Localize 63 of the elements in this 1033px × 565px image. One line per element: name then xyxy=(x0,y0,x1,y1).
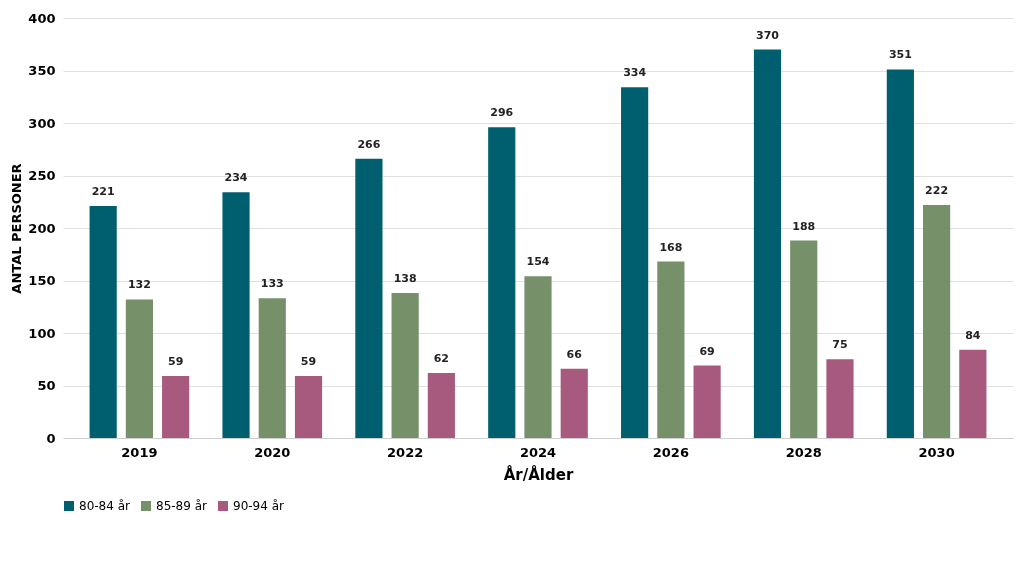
y-tick-label: 350 xyxy=(28,63,56,78)
data-label: 234 xyxy=(224,171,248,185)
x-tick-label: 2024 xyxy=(519,444,557,460)
bar xyxy=(89,205,117,438)
y-tick-label: 50 xyxy=(37,378,56,393)
y-tick-label: 300 xyxy=(28,115,56,131)
x-tick-label: 2030 xyxy=(918,444,955,460)
legend-label: 80-84 år xyxy=(79,499,131,513)
bar xyxy=(790,240,818,438)
bar xyxy=(258,298,286,438)
bar xyxy=(524,276,552,438)
data-label: 138 xyxy=(393,272,417,286)
y-tick-label: 150 xyxy=(28,273,56,288)
data-label: 69 xyxy=(699,344,715,358)
y-tick-label: 200 xyxy=(28,220,56,236)
bar xyxy=(923,204,951,438)
data-label: 59 xyxy=(167,355,184,369)
bar xyxy=(621,87,649,438)
data-label: 222 xyxy=(925,183,949,197)
legend-label: 90-94 år xyxy=(233,499,285,513)
data-label: 154 xyxy=(526,255,550,269)
legend-label: 85-89 år xyxy=(156,499,208,513)
x-tick-label: 2028 xyxy=(785,444,822,460)
data-label: 62 xyxy=(433,351,450,365)
data-label: 168 xyxy=(659,240,683,254)
bar xyxy=(826,359,854,438)
bar xyxy=(391,293,419,438)
bar xyxy=(488,127,516,438)
y-tick-label: 100 xyxy=(28,325,56,341)
y-tick-label: 0 xyxy=(46,430,56,446)
y-axis-title: ANTAL PERSONER xyxy=(9,163,25,294)
bar xyxy=(355,158,383,438)
x-tick-label: 2026 xyxy=(652,444,689,460)
data-label: 266 xyxy=(357,137,381,151)
data-label: 59 xyxy=(300,355,317,369)
x-tick-label: 2020 xyxy=(254,444,291,460)
y-tick-label: 250 xyxy=(28,168,56,183)
bar xyxy=(886,69,914,438)
bar xyxy=(294,376,323,438)
data-label: 296 xyxy=(490,106,514,120)
data-label: 221 xyxy=(91,184,115,198)
data-label: 84 xyxy=(965,328,981,342)
bar xyxy=(693,365,721,438)
data-label: 370 xyxy=(756,28,780,42)
data-label: 334 xyxy=(623,66,647,80)
data-label: 133 xyxy=(260,277,284,291)
data-label: 132 xyxy=(127,278,151,292)
data-label: 66 xyxy=(566,347,583,361)
bar xyxy=(753,49,782,438)
bar xyxy=(427,372,455,438)
x-tick-label: 2022 xyxy=(387,444,424,460)
bar xyxy=(560,368,588,438)
bar xyxy=(162,376,190,438)
x-tick-label: 2019 xyxy=(121,444,158,460)
bar xyxy=(125,299,153,438)
data-label: 75 xyxy=(832,338,848,352)
data-label: 351 xyxy=(888,48,912,62)
x-axis-title: År/Ålder xyxy=(503,464,574,484)
bar xyxy=(657,261,685,438)
bar xyxy=(222,192,250,438)
y-tick-label: 400 xyxy=(28,10,56,26)
bar xyxy=(959,349,987,438)
data-label: 188 xyxy=(792,219,816,233)
